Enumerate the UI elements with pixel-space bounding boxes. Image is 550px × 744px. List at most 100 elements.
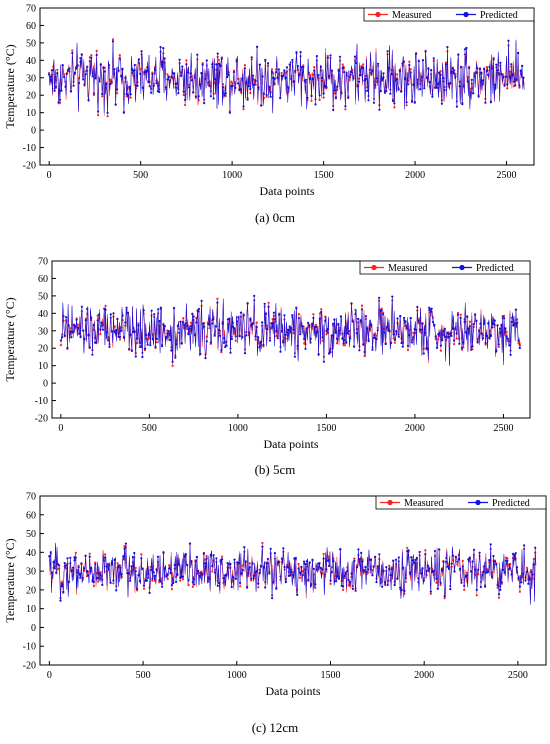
point-predicted [247,572,250,575]
point-predicted [329,351,332,354]
point-measured [368,329,371,332]
point-predicted [347,96,350,99]
point-predicted [425,569,428,573]
chart-a-caption: (a) 0cm [254,210,296,225]
point-measured [297,313,300,316]
point-measured [453,343,456,346]
point-measured [353,557,356,560]
point-predicted [318,94,321,97]
point-predicted [292,80,295,83]
point-predicted [328,75,331,78]
point-predicted [188,327,191,330]
point-predicted [467,327,470,330]
point-predicted [382,569,385,572]
point-predicted [219,64,222,67]
point-predicted [184,98,187,102]
point-predicted [361,560,364,563]
point-predicted [208,323,211,326]
point-predicted [453,570,456,573]
point-predicted [216,52,219,55]
point-measured [390,566,393,569]
point-measured [343,344,346,347]
point-measured [452,559,455,562]
point-measured [478,328,481,331]
legend-label-predicted: Predicted [476,263,514,274]
point-predicted [307,321,310,324]
point-predicted [128,348,131,351]
y-axis-label: Temperature (°C) [3,538,17,622]
point-predicted [355,61,358,65]
point-predicted [510,573,513,576]
y-axis-label: Temperature (°C) [3,44,17,128]
point-predicted [172,581,175,585]
point-predicted [280,329,283,332]
point-predicted [513,554,516,557]
point-predicted [343,339,346,342]
point-predicted [142,309,145,312]
point-predicted [130,565,133,568]
point-predicted [197,95,200,98]
point-predicted [370,72,373,75]
point-predicted [333,318,336,321]
point-measured [517,578,520,582]
point-predicted [111,330,114,333]
point-measured [189,321,193,324]
point-predicted [63,562,66,565]
point-predicted [518,346,521,350]
point-predicted [508,75,511,78]
point-predicted [441,339,444,342]
point-predicted [87,574,90,577]
point-predicted [338,329,341,332]
point-predicted [151,577,154,580]
point-predicted [109,83,112,86]
point-predicted [239,88,242,91]
point-predicted [416,78,419,81]
point-predicted [364,315,368,318]
point-predicted [390,568,393,571]
point-predicted [71,331,74,334]
point-measured [322,96,325,99]
point-predicted [128,85,131,89]
point-predicted [76,326,79,329]
point-predicted [329,54,332,57]
point-predicted [503,571,506,574]
point-predicted [294,69,297,72]
point-predicted [191,313,194,316]
point-predicted [314,103,317,106]
point-predicted [459,567,462,570]
point-measured [211,570,214,573]
point-predicted [449,333,452,336]
point-predicted [317,353,320,356]
point-predicted [234,335,237,338]
point-measured [518,86,521,89]
point-measured [151,579,154,582]
point-predicted [57,101,60,104]
point-measured [459,313,462,316]
point-predicted [48,73,51,76]
point-predicted [409,317,412,320]
point-predicted [92,580,95,583]
point-predicted [169,571,172,574]
point-predicted [268,85,271,88]
y-axis-label: Temperature (°C) [3,297,17,381]
point-predicted [246,98,249,101]
point-predicted [213,78,217,81]
point-predicted [464,331,467,334]
point-predicted [323,573,327,576]
point-predicted [251,562,254,565]
point-predicted [78,332,81,335]
point-measured [97,580,100,583]
point-predicted [495,63,498,66]
point-predicted [145,69,149,72]
point-predicted [382,313,385,316]
point-measured [97,114,100,117]
point-predicted [79,336,82,339]
point-predicted [273,552,276,555]
point-predicted [416,305,419,309]
point-predicted [69,330,72,333]
point-predicted [435,346,439,349]
point-measured [137,322,140,325]
point-predicted [426,347,429,351]
point-predicted [392,559,395,562]
point-predicted [70,569,73,573]
